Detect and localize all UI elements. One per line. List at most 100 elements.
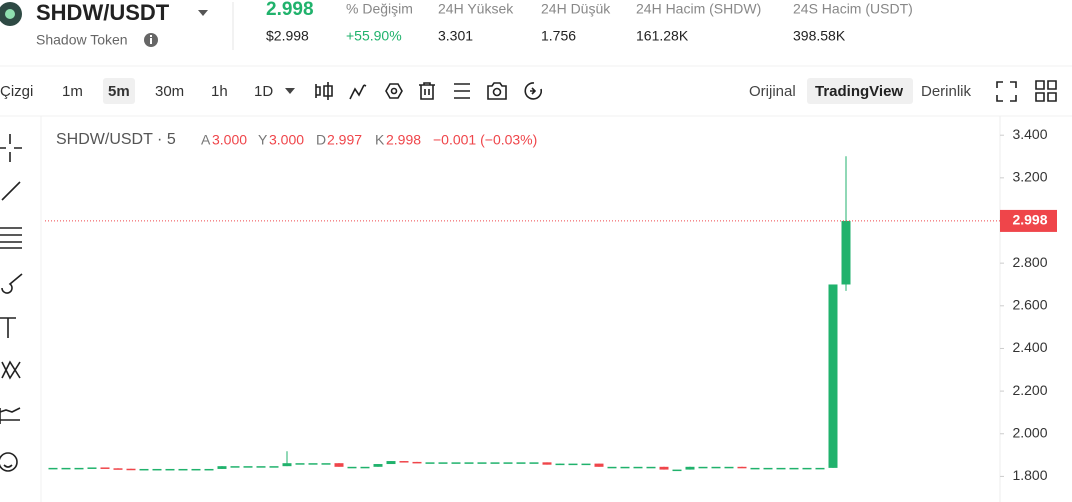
candle-body [282, 463, 292, 467]
replay-icon[interactable] [524, 82, 543, 100]
candle-body [672, 469, 682, 472]
view-button[interactable]: Derinlik [921, 83, 972, 100]
info-icon-bar [150, 38, 152, 44]
pair-caret[interactable] [198, 10, 208, 16]
candle-body [815, 467, 825, 470]
candle-body [399, 461, 409, 463]
candle-body [334, 463, 344, 467]
text-tool[interactable] [0, 317, 16, 338]
legend-change: −0.001 (−0.03%) [433, 132, 537, 148]
candle-body [295, 463, 305, 465]
candle-body [126, 468, 136, 471]
candle-body [542, 462, 552, 465]
chart-legend-title: SHDW/USDT · 5 [56, 131, 176, 148]
fullscreen-icon[interactable] [996, 81, 1017, 102]
drawing-tools [0, 134, 23, 472]
candle-body [61, 467, 71, 470]
candle-body [178, 468, 188, 471]
candle-body [698, 466, 708, 469]
candle-body [529, 462, 539, 464]
candle-body [87, 467, 97, 469]
candle-body [347, 466, 357, 469]
info-icon-dot [150, 35, 152, 37]
candle-body [74, 467, 84, 470]
candle-body [568, 463, 578, 466]
last-price-tag [1000, 209, 1057, 232]
interval-button[interactable]: 1h [211, 83, 228, 100]
settings-icon[interactable] [385, 83, 403, 99]
camera-lens [492, 87, 502, 97]
pair-name[interactable]: SHDW/USDT [36, 0, 170, 25]
trendline-tool[interactable] [1, 181, 21, 201]
interval-button[interactable]: 1D [254, 83, 273, 100]
candle-body [256, 466, 266, 468]
candle-body [152, 468, 162, 471]
y-tick-label: 2.600 [1012, 297, 1047, 313]
candle-body [685, 466, 695, 470]
candle-body [191, 468, 201, 471]
candle-body [139, 468, 149, 471]
view-button[interactable]: Orijinal [749, 83, 796, 100]
fib-tool[interactable] [0, 227, 22, 249]
price-usd: $2.998 [266, 28, 309, 44]
interval-button[interactable]: Çizgi [0, 83, 33, 100]
candle-body [230, 466, 240, 468]
y-tick-label: 3.400 [1012, 126, 1047, 142]
toolbar-icons [315, 80, 1057, 102]
candle-body [711, 466, 721, 469]
delete-icon[interactable] [419, 82, 435, 100]
camera-icon[interactable] [487, 82, 507, 100]
token-logo-inner [5, 9, 15, 19]
last-price-label: 2.998 [1012, 212, 1047, 228]
crosshair-tool[interactable] [0, 134, 22, 162]
legend-key: K [375, 132, 385, 148]
layout-icon[interactable] [1035, 80, 1057, 102]
candle-body [425, 462, 435, 464]
interval-button[interactable]: 1m [62, 83, 83, 100]
brush-tool[interactable] [1, 273, 23, 294]
y-tick-label: 2.400 [1012, 339, 1047, 355]
pattern-tool[interactable] [1, 360, 21, 380]
stat-label: 24H Hacim (SHDW) [636, 1, 761, 17]
candle-body [633, 466, 643, 469]
candle-body [451, 462, 461, 464]
candle-body [750, 467, 760, 470]
settings-icon-dot [390, 87, 398, 95]
legend-value: 3.000 [269, 132, 304, 148]
candle-body [802, 467, 812, 470]
legend-key: D [316, 132, 326, 148]
candle-body [594, 463, 604, 467]
candle-body [217, 466, 227, 469]
indicator-icon[interactable] [349, 84, 367, 100]
y-tick-label: 2.000 [1012, 424, 1047, 440]
candle-body [555, 463, 565, 466]
template-icon[interactable] [454, 83, 470, 99]
stat-label: 24H Düşük [541, 1, 611, 17]
legend-value: 2.998 [386, 132, 421, 148]
candle-body [438, 462, 448, 464]
candle-body [737, 466, 747, 469]
stat-value: 161.28K [636, 28, 689, 44]
legend-value: 3.000 [212, 132, 247, 148]
interval-button[interactable]: 5m [108, 83, 130, 100]
candle-body [490, 462, 500, 464]
stat-label: % Değişim [346, 1, 413, 17]
interval-button[interactable]: 30m [155, 83, 184, 100]
token-name: Shadow Token [36, 32, 128, 48]
candle-body [516, 462, 526, 464]
prediction-tool[interactable] [0, 407, 21, 424]
candle-icon[interactable] [315, 82, 333, 100]
candle-body [269, 466, 279, 468]
active-view-bg [807, 78, 913, 104]
candle-body [386, 461, 396, 465]
view-button[interactable]: TradingView [815, 83, 903, 100]
emoji-tool[interactable] [0, 452, 18, 472]
stat-value: 1.756 [541, 28, 576, 44]
stat-value: +55.90% [346, 28, 402, 44]
legend-value: 2.997 [327, 132, 362, 148]
candle-body [321, 463, 331, 465]
interval-caret[interactable] [285, 88, 295, 94]
candle-body [607, 466, 617, 469]
stat-label: 24S Hacim (USDT) [793, 1, 913, 17]
